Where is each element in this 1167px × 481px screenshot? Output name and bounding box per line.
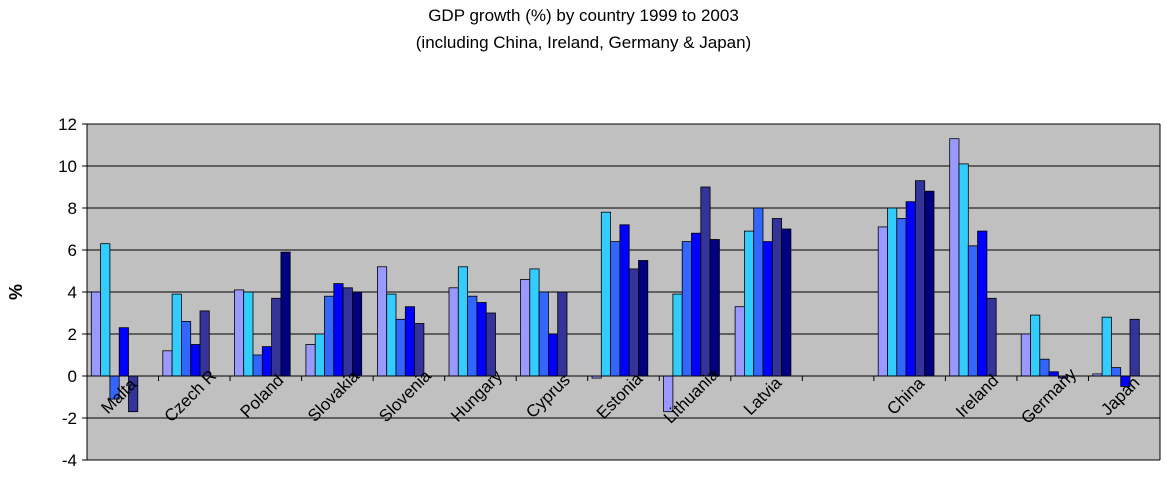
y-tick-label: -2	[62, 409, 77, 428]
bar	[628, 268, 639, 377]
bar	[877, 226, 888, 377]
bar	[915, 180, 926, 377]
bar	[376, 266, 388, 377]
y-tick-labels: -4 -2 0 2 4 6 8 10 12	[58, 115, 77, 470]
bar	[753, 207, 764, 377]
y-axis-label: %	[6, 284, 26, 300]
bar	[171, 293, 182, 377]
y-tick-label: 12	[58, 115, 77, 134]
bar	[90, 291, 102, 377]
bar	[691, 232, 702, 377]
chart-title: GDP growth (%) by country 1999 to 2003	[428, 6, 739, 25]
bar	[709, 239, 720, 377]
chart-subtitle: (including China, Ireland, Germany & Jap…	[415, 33, 752, 52]
y-tick-label: 6	[68, 241, 77, 260]
bar	[485, 312, 496, 377]
bar	[199, 310, 210, 377]
bar	[448, 287, 459, 377]
axes	[86, 123, 1161, 461]
bar	[529, 268, 540, 377]
bar	[896, 218, 907, 377]
bar	[967, 245, 978, 377]
bar	[457, 266, 468, 377]
bar	[638, 260, 649, 377]
bar	[887, 207, 898, 377]
bar	[949, 138, 960, 377]
bar	[324, 295, 335, 377]
bar	[1039, 358, 1050, 377]
bar	[467, 295, 478, 377]
bar	[162, 350, 173, 377]
bar	[100, 243, 111, 377]
bar	[734, 306, 745, 377]
bar	[351, 291, 363, 377]
bar	[977, 230, 988, 377]
bar	[905, 201, 916, 377]
bar	[520, 278, 531, 377]
bar	[404, 306, 415, 377]
bar	[261, 346, 272, 377]
bar	[538, 291, 549, 377]
bar	[557, 291, 568, 377]
bar	[672, 293, 683, 377]
bar	[771, 218, 782, 377]
bar	[600, 211, 611, 377]
bar	[476, 302, 487, 377]
bars	[90, 138, 1140, 413]
bar	[314, 333, 325, 377]
bar	[118, 327, 129, 377]
y-tick-label: 4	[68, 283, 77, 302]
bar	[681, 241, 692, 377]
bar	[190, 344, 201, 377]
bar	[271, 297, 282, 377]
bar	[1020, 333, 1031, 377]
y-tick-label: 8	[68, 199, 77, 218]
bar	[986, 297, 997, 377]
bar	[342, 287, 353, 377]
bar	[386, 293, 397, 377]
y-tick-label: 0	[68, 367, 77, 386]
bar	[1101, 316, 1112, 377]
bar	[1111, 367, 1122, 377]
bar	[744, 230, 755, 377]
bar	[280, 251, 291, 377]
bar	[762, 241, 773, 377]
bar	[700, 186, 711, 377]
bar	[610, 241, 621, 377]
bar	[243, 291, 254, 377]
bar	[395, 318, 406, 377]
bar	[924, 190, 935, 377]
bar	[252, 354, 263, 377]
bar	[548, 333, 559, 377]
bar	[305, 344, 316, 377]
bar	[180, 320, 192, 377]
bar	[1030, 314, 1041, 377]
y-tick-label: -4	[62, 451, 77, 470]
bar	[1129, 318, 1140, 377]
bar	[233, 289, 245, 377]
y-tick-label: 2	[68, 325, 77, 344]
bar	[333, 283, 344, 377]
y-tick-label: 10	[58, 157, 77, 176]
bar	[619, 224, 630, 377]
bar	[958, 163, 969, 377]
bar	[781, 228, 792, 377]
